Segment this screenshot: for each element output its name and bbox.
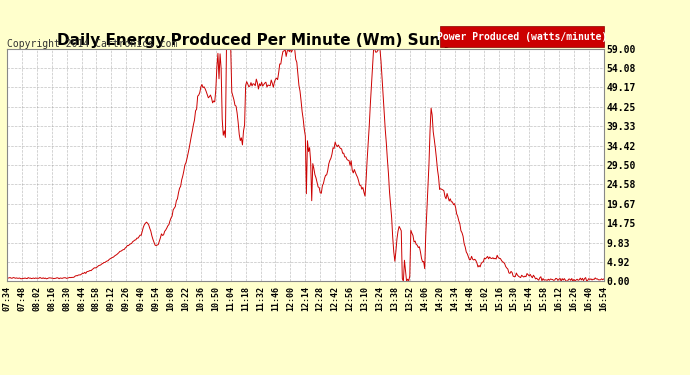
Text: Power Produced (watts/minute): Power Produced (watts/minute) — [437, 32, 607, 42]
Title: Daily Energy Produced Per Minute (Wm) Sun Jan 19 16:57: Daily Energy Produced Per Minute (Wm) Su… — [57, 33, 553, 48]
Text: Copyright 2014 Cartronics.com: Copyright 2014 Cartronics.com — [7, 39, 177, 50]
